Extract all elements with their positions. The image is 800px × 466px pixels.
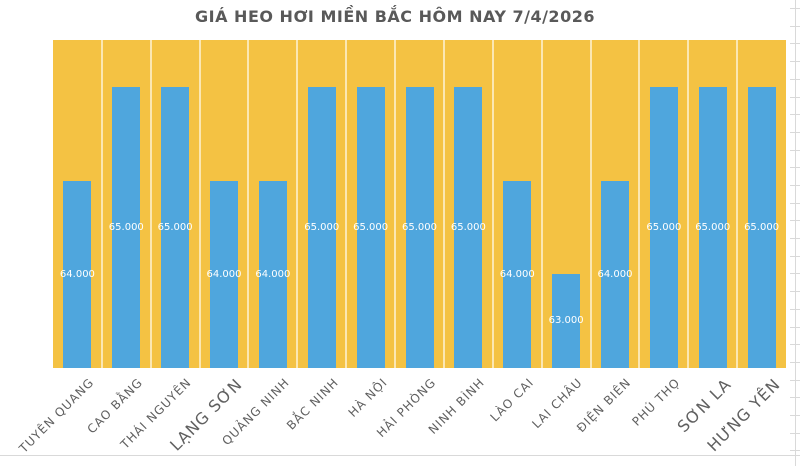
category-separator-gridline — [736, 40, 739, 368]
sheet-row-gridline — [790, 8, 800, 9]
bar-value-label: 63.000 — [548, 315, 584, 326]
sheet-row-gridline — [790, 344, 800, 345]
category-separator-gridline — [394, 40, 397, 368]
sheet-row-gridline — [790, 450, 800, 451]
sheet-row-gridline — [790, 43, 800, 44]
sheet-row-gridline — [790, 220, 800, 221]
sheet-row-gridline — [790, 309, 800, 310]
category-separator-gridline — [149, 40, 152, 368]
chart-object[interactable]: GIÁ HEO HƠI MIỀN BẮC HÔM NAY 7/4/2026 64… — [0, 0, 790, 456]
bar-value-label: 65.000 — [450, 221, 486, 233]
plot-area[interactable]: 64.000 65.000 65.000 64.000 64.000 65.000 65.0… — [53, 40, 786, 368]
sheet-row-gridline — [790, 327, 800, 328]
bar-1[interactable]: 65.000 — [109, 87, 144, 368]
sheet-column-gridline — [795, 0, 796, 466]
sheet-row-gridline — [790, 433, 800, 434]
sheet-row-gridline — [790, 362, 800, 363]
category-separator-gridline — [540, 40, 543, 368]
category-axis-label: LÀO CAI — [487, 375, 537, 425]
bar-10[interactable]: 63.000 — [549, 274, 584, 368]
bar-value-label: 64.000 — [255, 268, 291, 280]
sheet-row-gridline — [790, 397, 800, 398]
bar-value-label: 65.000 — [304, 221, 340, 233]
category-axis-label: TUYÊN QUANG — [16, 375, 97, 456]
bar-0[interactable]: 64.000 — [60, 181, 95, 368]
sheet-row-gridline — [790, 185, 800, 186]
sheet-row-gridline — [790, 114, 800, 115]
category-separator-gridline — [687, 40, 690, 368]
chart-title[interactable]: GIÁ HEO HƠI MIỀN BẮC HÔM NAY 7/4/2026 — [195, 7, 595, 26]
sheet-row-gridline — [790, 167, 800, 168]
category-separator-gridline — [638, 40, 641, 368]
bar-value-label: 64.000 — [59, 268, 95, 280]
bar-value-label: 65.000 — [695, 221, 731, 233]
bar-3[interactable]: 64.000 — [207, 181, 242, 368]
category-axis-label: HÀ NỘI — [345, 375, 390, 420]
sheet-row-gridline — [790, 203, 800, 204]
category-axis-label: BẮC NINH — [283, 375, 341, 433]
bar-value-label: 65.000 — [646, 221, 682, 233]
bar-11[interactable]: 64.000 — [597, 181, 632, 368]
sheet-row-gridline — [790, 291, 800, 292]
bar-value-label: 64.000 — [499, 268, 535, 280]
sheet-row-gridline — [790, 26, 800, 27]
bar-value-label: 65.000 — [353, 221, 389, 233]
sheet-row-gridline — [790, 150, 800, 151]
bar-13[interactable]: 65.000 — [695, 87, 730, 368]
bar-value-label: 65.000 — [157, 221, 193, 233]
bar-6[interactable]: 65.000 — [353, 87, 388, 368]
bar-value-label: 64.000 — [206, 268, 242, 280]
sheet-row-gridline — [790, 256, 800, 257]
bar-value-label: 65.000 — [744, 221, 780, 233]
bar-12[interactable]: 65.000 — [646, 87, 681, 368]
category-separator-gridline — [491, 40, 494, 368]
category-separator-gridline — [589, 40, 592, 368]
category-separator-gridline — [296, 40, 299, 368]
category-separator-gridline — [247, 40, 250, 368]
sheet-bottom-gridline — [0, 455, 800, 456]
sheet-row-gridline — [790, 79, 800, 80]
bar-2[interactable]: 65.000 — [158, 87, 193, 368]
bar-value-label: 64.000 — [597, 268, 633, 280]
sheet-row-gridline — [790, 132, 800, 133]
bar-value-label: 65.000 — [402, 221, 437, 233]
sheet-row-gridline — [790, 61, 800, 62]
category-separator-gridline — [442, 40, 445, 368]
category-separator-gridline — [100, 40, 103, 368]
sheet-row-gridline — [790, 97, 800, 98]
sheet-row-gridline — [790, 238, 800, 239]
bar-7[interactable]: 65.000 — [402, 87, 437, 368]
bar-8[interactable]: 65.000 — [451, 87, 486, 368]
bar-9[interactable]: 64.000 — [500, 181, 535, 368]
bar-4[interactable]: 64.000 — [255, 181, 290, 368]
sheet-row-gridline — [790, 380, 800, 381]
category-separator-gridline — [345, 40, 348, 368]
category-separator-gridline — [198, 40, 201, 368]
bar-value-label: 65.000 — [108, 221, 144, 233]
sheet-row-gridline — [790, 273, 800, 274]
bar-14[interactable]: 65.000 — [744, 87, 779, 368]
sheet-row-gridline — [790, 415, 800, 416]
bar-5[interactable]: 65.000 — [304, 87, 339, 368]
